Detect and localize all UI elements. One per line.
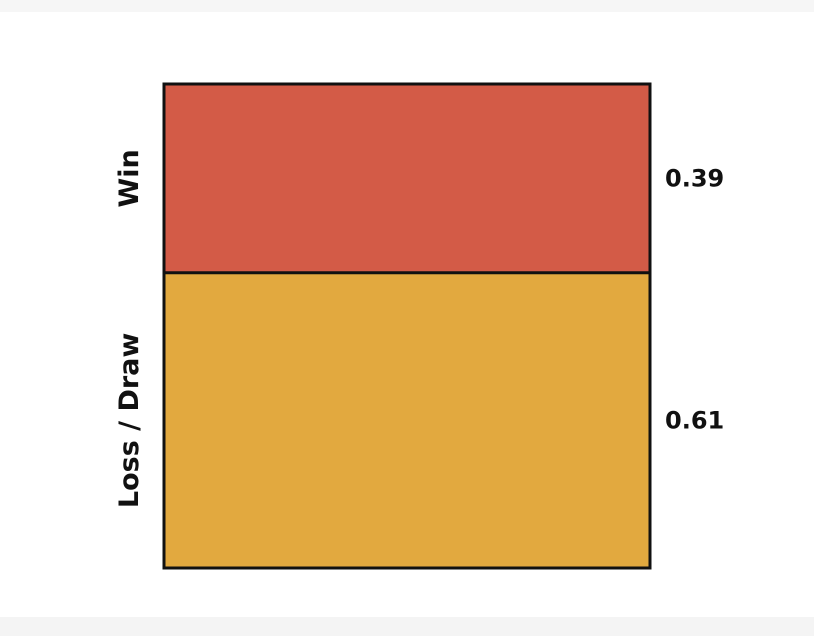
bar-segment-win bbox=[164, 84, 650, 273]
value-label: 0.61 bbox=[665, 406, 724, 434]
chart-border bbox=[162, 82, 652, 570]
top-strip bbox=[0, 0, 814, 12]
bottom-strip bbox=[0, 617, 814, 636]
category-label: Loss / Draw bbox=[114, 333, 145, 508]
category-label: Win bbox=[114, 149, 145, 207]
proportion-chart: Win 0.39 Loss / Draw 0.61 bbox=[114, 82, 724, 570]
value-label: 0.39 bbox=[665, 164, 724, 192]
bar-segment-loss-draw bbox=[164, 272, 650, 568]
